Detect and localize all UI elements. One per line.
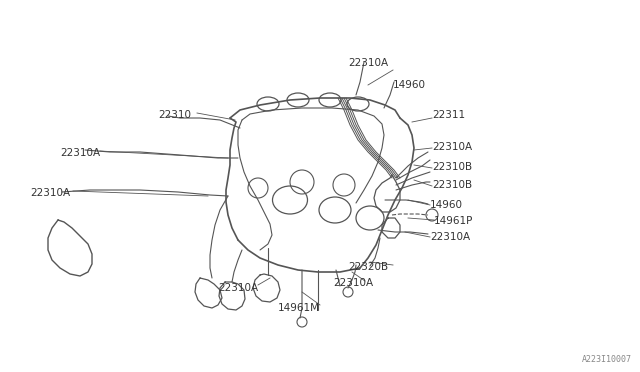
Text: A223I10007: A223I10007 (582, 355, 632, 364)
Text: 22310A: 22310A (30, 188, 70, 198)
Text: 22310B: 22310B (432, 162, 472, 172)
Text: 22310A: 22310A (333, 278, 373, 288)
Text: 14960: 14960 (393, 80, 426, 90)
Text: 22310A: 22310A (218, 283, 258, 293)
Text: 22310: 22310 (158, 110, 191, 120)
Text: 22310A: 22310A (430, 232, 470, 242)
Text: 14960: 14960 (430, 200, 463, 210)
Text: 22311: 22311 (432, 110, 465, 120)
Text: 22310A: 22310A (60, 148, 100, 158)
Text: 22310A: 22310A (348, 58, 388, 68)
Text: 14961M: 14961M (278, 303, 320, 313)
Text: 14961P: 14961P (434, 216, 474, 226)
Text: 22310B: 22310B (432, 180, 472, 190)
Text: 22320B: 22320B (348, 262, 388, 272)
Text: 22310A: 22310A (432, 142, 472, 152)
